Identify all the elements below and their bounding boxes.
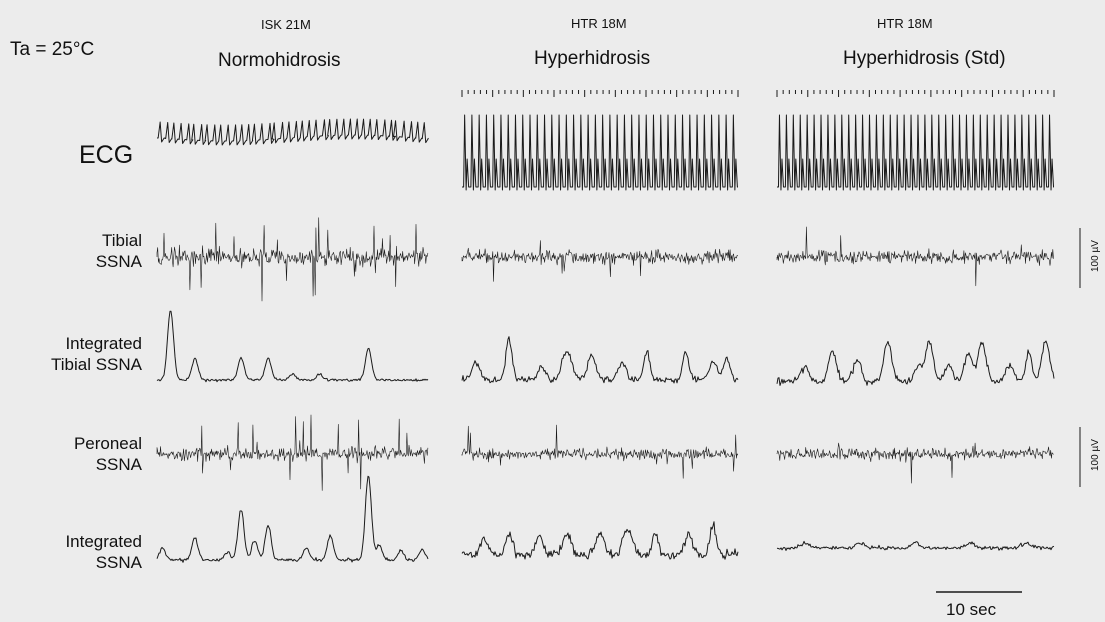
tibial-ssna-trace-hyperhidrosis <box>461 240 739 282</box>
tibial-amplitude-scale-label: 100 µV <box>1090 240 1101 272</box>
column-3-title: Hyperhidrosis (Std) <box>843 48 1006 69</box>
ecg-trace-hyperhidrosis-std <box>777 114 1055 191</box>
peroneal-ssna-trace-hyperhidrosis <box>461 424 739 479</box>
row-label-line: SSNA <box>95 252 142 271</box>
temperature-label: Ta = 25°C <box>10 39 95 60</box>
row-label-line: Peroneal <box>73 434 142 453</box>
ecg-trace-hyperhidrosis <box>462 114 738 191</box>
row-label-integrated-ssna: Integrated SSNA <box>65 531 142 573</box>
peroneal-ssna-trace-normohidrosis <box>156 414 429 491</box>
column-1-subject: ISK 21M <box>261 17 311 32</box>
integrated-ssna-trace-normohidrosis <box>156 475 429 563</box>
integrated-tibial-trace-hyperhidrosis <box>461 336 739 384</box>
row-label-tibial-ssna: Tibial SSNA <box>96 230 142 272</box>
tibial-ssna-trace-hyperhidrosis-std <box>776 226 1054 287</box>
peroneal-amplitude-scale-label: 100 µV <box>1090 439 1101 471</box>
row-label-ecg: ECG <box>79 141 134 169</box>
integrated-ssna-trace-hyperhidrosis-std <box>776 540 1055 551</box>
column-3-subject: HTR 18M <box>877 16 933 31</box>
ecg-trace-normohidrosis <box>157 118 429 146</box>
row-label-integrated-tibial-ssna: Integrated Tibial SSNA <box>51 333 142 375</box>
row-label-line: Integrated <box>65 532 142 551</box>
peroneal-ssna-trace-hyperhidrosis-std <box>776 442 1054 484</box>
column-2-subject: HTR 18M <box>571 16 627 31</box>
row-label-line: SSNA <box>95 553 142 572</box>
integrated-tibial-trace-hyperhidrosis-std <box>776 340 1055 386</box>
integrated-tibial-trace-normohidrosis <box>156 310 429 383</box>
row-label-line: Tibial <box>102 231 142 250</box>
row-label-line: SSNA <box>95 455 142 474</box>
time-scale-label: 10 sec <box>946 600 997 619</box>
tibial-ssna-trace-normohidrosis <box>156 217 429 302</box>
column-2-title: Hyperhidrosis <box>534 48 651 69</box>
row-label-line: Tibial SSNA <box>50 355 142 374</box>
row-label-line: Integrated <box>65 334 142 353</box>
row-label-peroneal-ssna: Peroneal SSNA <box>74 433 142 475</box>
column-1-title: Normohidrosis <box>218 50 341 71</box>
integrated-ssna-trace-hyperhidrosis <box>461 521 739 560</box>
